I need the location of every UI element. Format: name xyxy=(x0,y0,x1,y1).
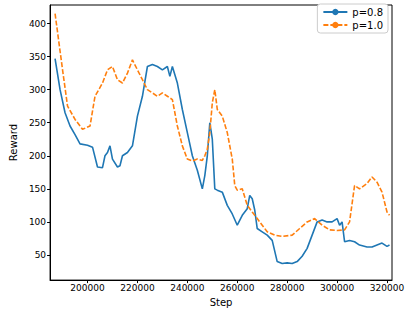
svg-text:50: 50 xyxy=(35,250,47,260)
svg-text:400: 400 xyxy=(29,19,46,29)
svg-text:250: 250 xyxy=(29,118,46,128)
svg-text:300: 300 xyxy=(29,85,46,95)
svg-text:280000: 280000 xyxy=(270,283,305,293)
svg-text:320000: 320000 xyxy=(370,283,405,293)
svg-text:200000: 200000 xyxy=(70,283,105,293)
svg-text:150: 150 xyxy=(29,184,46,194)
svg-text:260000: 260000 xyxy=(220,283,255,293)
svg-text:Reward: Reward xyxy=(8,124,19,161)
svg-text:350: 350 xyxy=(29,52,46,62)
svg-text:240000: 240000 xyxy=(170,283,205,293)
svg-text:p=1.0: p=1.0 xyxy=(352,20,383,31)
svg-text:220000: 220000 xyxy=(120,283,155,293)
svg-text:100: 100 xyxy=(29,217,46,227)
svg-text:300000: 300000 xyxy=(320,283,355,293)
svg-text:p=0.8: p=0.8 xyxy=(352,7,383,18)
svg-text:200: 200 xyxy=(29,151,46,161)
svg-text:Step: Step xyxy=(210,297,233,308)
